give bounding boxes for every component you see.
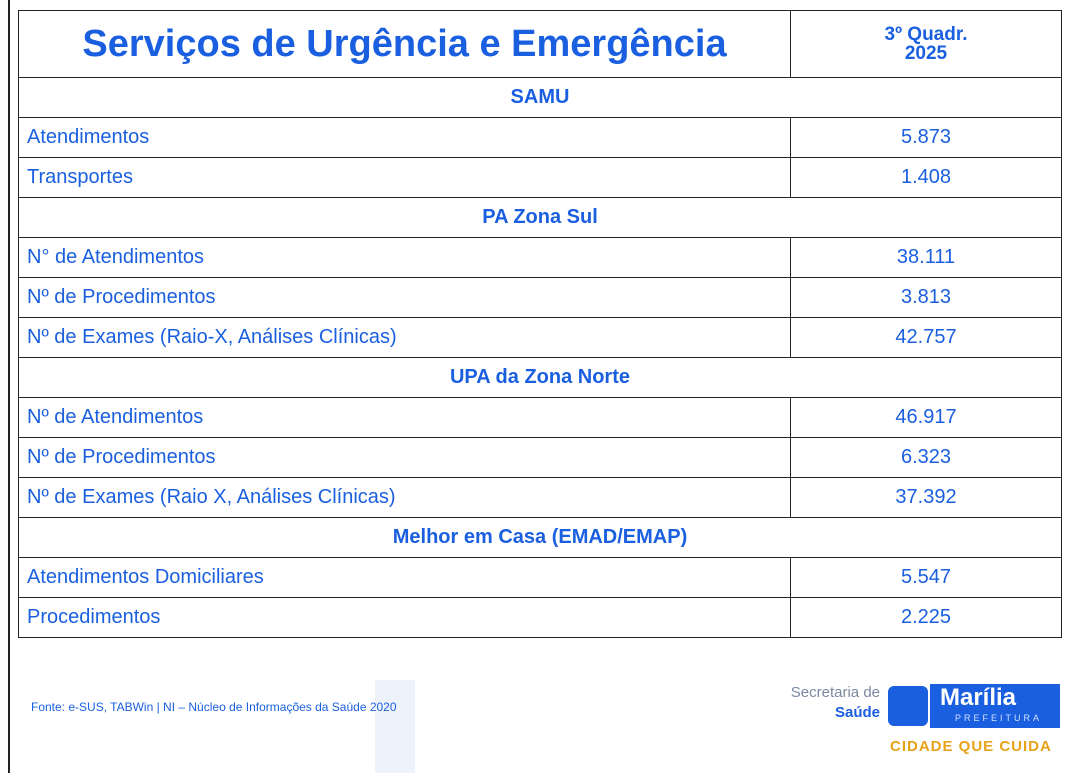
section-row: SAMU: [18, 77, 1062, 118]
logo-text: Marília: [940, 684, 1017, 711]
section-row: PA Zona Sul: [18, 197, 1062, 238]
title: Serviços de Urgência e Emergência: [18, 10, 791, 78]
data-row: Nº de Procedimentos 3.813: [18, 277, 1062, 318]
row-label: Atendimentos: [18, 117, 791, 158]
row-label: Nº de Exames (Raio X, Análises Clínicas): [18, 477, 791, 518]
data-row: Nº de Atendimentos 46.917: [18, 397, 1062, 438]
section-title: SAMU: [18, 77, 1062, 118]
section-title: Melhor em Casa (EMAD/EMAP): [18, 517, 1062, 558]
row-value: 3.813: [790, 277, 1062, 318]
row-value: 42.757: [790, 317, 1062, 358]
logo: Secretaria de Saúde Marília PREFEITURA C…: [760, 684, 1060, 764]
data-row: Atendimentos Domiciliares 5.547: [18, 557, 1062, 598]
data-row: Atendimentos 5.873: [18, 117, 1062, 158]
row-value: 2.225: [790, 597, 1062, 638]
row-value: 1.408: [790, 157, 1062, 198]
row-label: Nº de Procedimentos: [18, 277, 791, 318]
section-row: Melhor em Casa (EMAD/EMAP): [18, 517, 1062, 558]
row-label: Nº de Atendimentos: [18, 397, 791, 438]
logo-text: PREFEITURA: [955, 713, 1043, 723]
row-label: Nº de Exames (Raio-X, Análises Clínicas): [18, 317, 791, 358]
section-title: UPA da Zona Norte: [18, 357, 1062, 398]
logo-text: Saúde: [834, 704, 880, 721]
data-row: Procedimentos 2.225: [18, 597, 1062, 638]
logo-box: [930, 684, 1060, 728]
logo-text: CIDADE QUE CUIDA: [890, 738, 1052, 755]
services-table: Serviços de Urgência e Emergência 3º Qua…: [18, 10, 1062, 638]
row-label: Transportes: [18, 157, 791, 198]
row-label: Nº de Procedimentos: [18, 437, 791, 478]
period: 3º Quadr. 2025: [790, 10, 1062, 78]
data-row: Nº de Exames (Raio-X, Análises Clínicas)…: [18, 317, 1062, 358]
period-line: 3º Quadr.: [884, 24, 968, 45]
logo-emblem: [888, 686, 928, 726]
row-label: N° de Atendimentos: [18, 237, 791, 278]
row-value: 6.323: [790, 437, 1062, 478]
row-label: Procedimentos: [18, 597, 791, 638]
row-value: 46.917: [790, 397, 1062, 438]
background-shape: [375, 680, 415, 773]
row-value: 5.873: [790, 117, 1062, 158]
data-row: Nº de Procedimentos 6.323: [18, 437, 1062, 478]
section-title: PA Zona Sul: [18, 197, 1062, 238]
row-label: Atendimentos Domiciliares: [18, 557, 791, 598]
logo-text: Secretaria de: [790, 684, 880, 701]
data-row: Transportes 1.408: [18, 157, 1062, 198]
data-row: Nº de Exames (Raio X, Análises Clínicas)…: [18, 477, 1062, 518]
border-line: [8, 0, 10, 773]
row-value: 5.547: [790, 557, 1062, 598]
row-value: 38.111: [790, 237, 1062, 278]
section-row: UPA da Zona Norte: [18, 357, 1062, 398]
data-row: N° de Atendimentos 38.111: [18, 237, 1062, 278]
header-row: Serviços de Urgência e Emergência 3º Qua…: [18, 10, 1062, 78]
source-note: Fonte: e-SUS, TABWin | NI – Núcleo de In…: [31, 700, 397, 714]
row-value: 37.392: [790, 477, 1062, 518]
period-line: 2025: [904, 43, 948, 64]
